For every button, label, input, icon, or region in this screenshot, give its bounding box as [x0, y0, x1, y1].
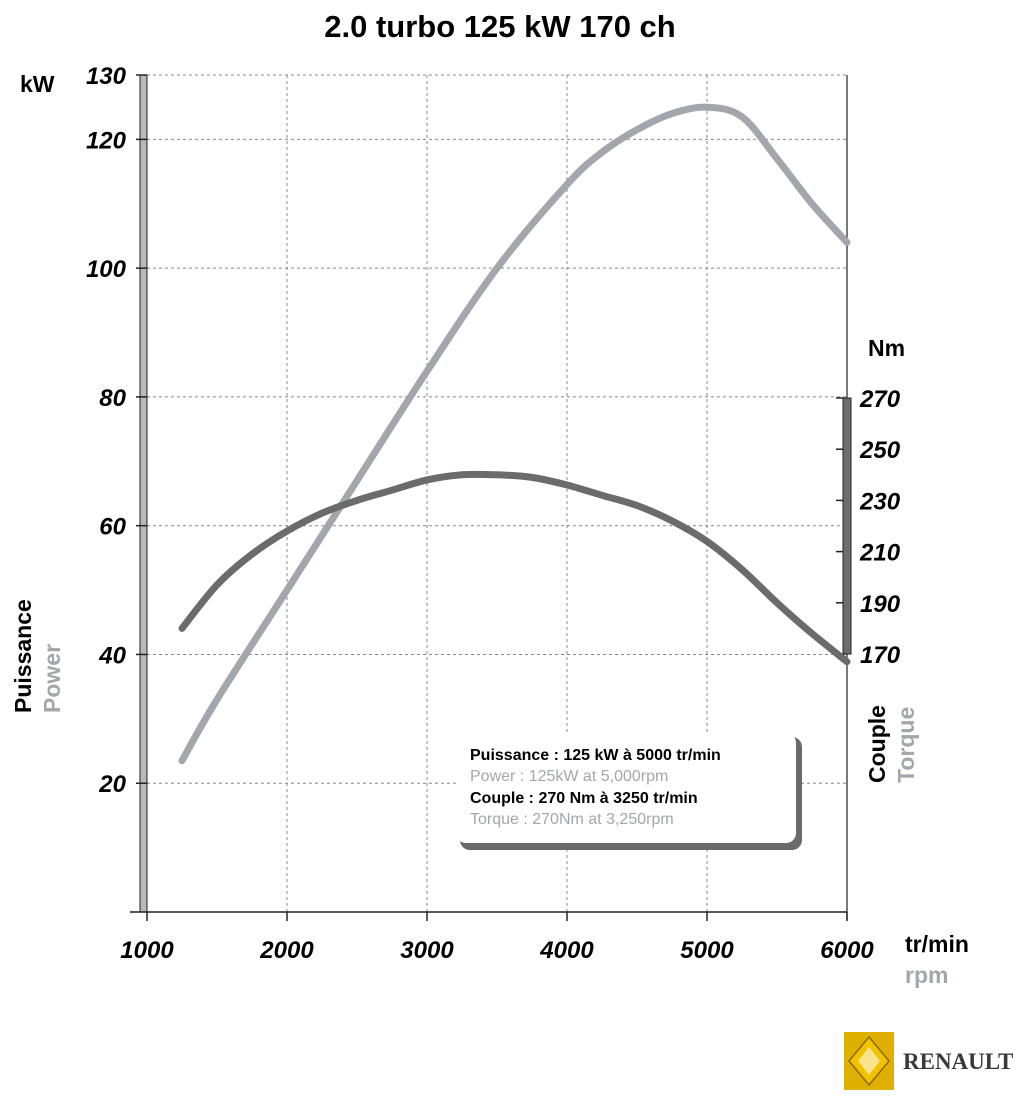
y-right-unit: Nm: [868, 335, 905, 361]
tick-marks: [136, 74, 848, 921]
tick-labels: 1000 2000 3000 4000 5000 6000 20 40 60 80 100 120 13…: [86, 63, 901, 964]
y-left-tick-label: 80: [99, 385, 126, 412]
y-left-tick-label: 60: [99, 514, 126, 541]
y-left-tick-label: 120: [86, 127, 127, 154]
y-left-tick-label: 20: [98, 771, 126, 798]
chart-title: 2.0 turbo 125 kW 170 ch: [324, 9, 675, 44]
x-tick-label: 6000: [820, 937, 874, 964]
y-left-label-fr: Puissance: [10, 599, 36, 713]
y-axis-torque-bar: [842, 397, 852, 655]
diamond-inner-icon: [858, 1047, 880, 1075]
x-unit-en: rpm: [905, 962, 948, 988]
spec-power-fr: Puissance : 125 kW à 5000 tr/min: [470, 747, 721, 764]
y-left-tick-label: 130: [86, 63, 127, 90]
spec-box-panel: [456, 733, 796, 843]
y-right-tick-label: 170: [860, 642, 901, 669]
y-left-label-en: Power: [39, 644, 65, 713]
x-tick-label: 1000: [120, 937, 174, 964]
y-axis-power-bar: [139, 74, 148, 913]
y-right-label-en: Torque: [893, 707, 919, 783]
x-tick-label: 4000: [539, 937, 594, 964]
x-tick-label: 5000: [680, 937, 734, 964]
x-unit-fr: tr/min: [905, 931, 969, 957]
x-tick-label: 3000: [400, 937, 454, 964]
y-right-tick-label: 210: [859, 540, 901, 567]
torque-curve: [178, 470, 851, 666]
spec-box: Puissance : 125 kW à 5000 tr/min Power :…: [456, 733, 802, 850]
x-tick-label: 2000: [259, 937, 314, 964]
y-right-tick-label: 250: [859, 437, 901, 464]
y-left-tick-label: 100: [86, 256, 127, 283]
spec-torque-en: Torque : 270Nm at 3,250rpm: [470, 811, 674, 828]
y-right-tick-label: 230: [859, 488, 901, 515]
y-right-label-fr: Couple: [864, 705, 890, 783]
brand-name: RENAULT: [903, 1049, 1013, 1074]
spec-torque-fr: Couple : 270 Nm à 3250 tr/min: [470, 790, 698, 807]
y-right-tick-label: 270: [859, 386, 901, 413]
spec-power-en: Power : 125kW at 5,000rpm: [470, 768, 668, 785]
y-left-tick-label: 40: [98, 642, 126, 669]
y-left-unit: kW: [20, 71, 55, 97]
renault-logo: RENAULT: [844, 1032, 1013, 1090]
power-curve: [178, 103, 851, 765]
y-right-tick-label: 190: [860, 591, 901, 618]
